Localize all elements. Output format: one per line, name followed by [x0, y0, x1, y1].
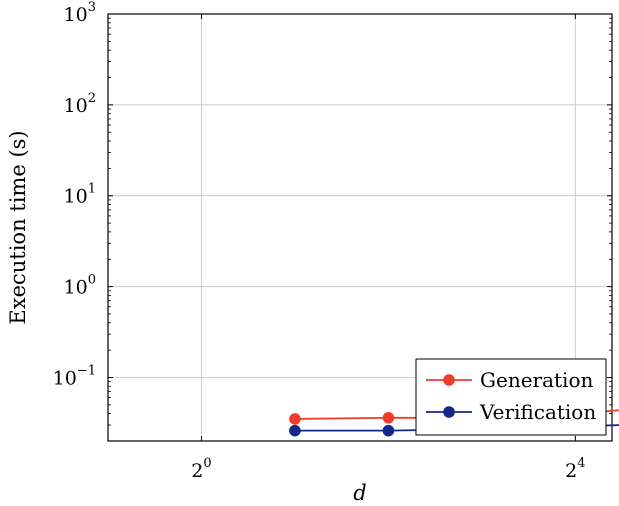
data-point: [382, 424, 395, 437]
legend-swatch-marker: [443, 406, 455, 418]
data-point: [289, 413, 301, 425]
legend: Generation Verification: [415, 358, 607, 436]
legend-label: Generation: [480, 368, 593, 392]
legend-swatch-marker: [443, 374, 455, 386]
legend-box: [415, 358, 607, 436]
y-tick-label: 101: [64, 182, 96, 208]
legend-label: Verification: [479, 400, 596, 424]
y-tick-label: 100: [64, 273, 96, 299]
data-point: [382, 412, 395, 424]
legend-item: Generation: [426, 368, 593, 392]
x-tick-label: 20: [191, 456, 211, 482]
y-tick-label: 102: [64, 91, 96, 117]
y-axis-label: Execution time (s): [6, 130, 30, 324]
y-tick-label: 10−1: [53, 363, 96, 389]
legend-item: Verification: [426, 400, 596, 424]
x-tick-label: 24: [565, 456, 585, 482]
data-point: [289, 424, 301, 437]
y-tick-label: 103: [64, 0, 96, 26]
x-axis-label: d: [353, 481, 366, 505]
plot-frame: [107, 13, 613, 442]
